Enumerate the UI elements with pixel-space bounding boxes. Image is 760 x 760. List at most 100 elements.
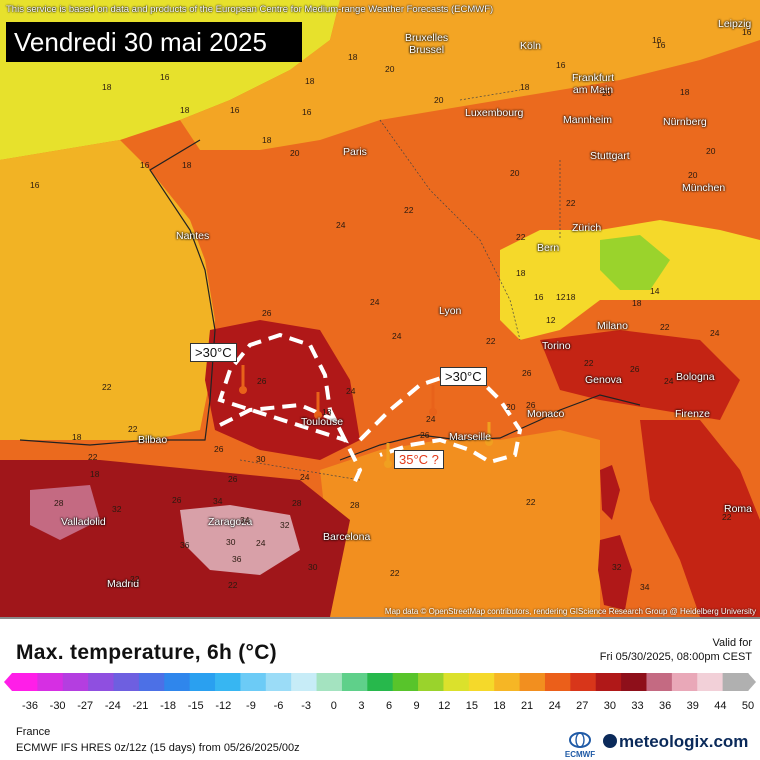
temperature-label: 18 — [520, 82, 530, 92]
peak-zone-valladolid — [30, 485, 100, 540]
scale-swatch — [443, 673, 470, 691]
scale-swatch — [240, 673, 267, 691]
scale-swatch — [646, 673, 673, 691]
temperature-label: 18 — [516, 268, 526, 278]
city-firenze: Firenze — [675, 408, 711, 420]
city-munchen: München — [682, 182, 726, 194]
scale-tick-label: 9 — [414, 700, 420, 712]
temperature-label: 16 — [302, 107, 312, 117]
legend-panel: Max. temperature, 6h (°C) Valid for Fri … — [0, 617, 760, 760]
scale-tick-label: -30 — [50, 700, 66, 712]
ecmwf-notice: This service is based on data and produc… — [6, 4, 494, 15]
city-roma: Roma — [724, 503, 753, 515]
temperature-label: 22 — [404, 205, 414, 215]
temperature-label: 18 — [632, 298, 642, 308]
city-barcelona: Barcelona — [323, 531, 371, 543]
scale-swatch — [62, 673, 89, 691]
city-mannheim: Mannheim — [563, 114, 613, 126]
callout-southeast-30: >30°C — [440, 367, 487, 386]
scale-tick-label: -9 — [246, 700, 256, 712]
scale-low-arrow — [4, 673, 12, 691]
highlight-southwest — [217, 332, 363, 489]
city-torino: Torino — [542, 340, 571, 352]
temperature-label: 32 — [112, 504, 122, 514]
scale-swatch — [519, 673, 546, 691]
temperature-label: 18 — [262, 135, 272, 145]
meteologix-brand[interactable]: meteologix.com — [603, 732, 748, 752]
brand-label: meteologix.com — [619, 732, 749, 751]
city-luxembourg: Luxembourg — [465, 107, 524, 119]
legend-title: Max. temperature, 6h (°C) — [16, 641, 277, 664]
scale-tick-label: 24 — [549, 700, 561, 712]
hot-zone-central-italy — [640, 420, 760, 617]
city-genova: Genova — [585, 374, 622, 386]
city-bern: Bern — [537, 242, 560, 254]
temperature-label: 22 — [128, 424, 138, 434]
temperature-label: 26 — [526, 400, 536, 410]
scale-swatch — [265, 673, 292, 691]
scale-tick-label: 30 — [604, 700, 616, 712]
temperature-label: 22 — [566, 198, 576, 208]
temperature-label: 28 — [54, 498, 64, 508]
temperature-label: 36 — [232, 554, 242, 564]
city-stuttgart: Stuttgart — [590, 150, 630, 162]
temperature-label: 22 — [228, 580, 238, 590]
temperature-label: 24 — [300, 472, 310, 482]
temperature-label: 16 — [30, 180, 40, 190]
temperature-label: 32 — [612, 562, 622, 572]
temperature-label: 24 — [426, 414, 436, 424]
alps-green-zone — [600, 235, 670, 290]
scale-tick-label: -21 — [133, 700, 149, 712]
temperature-label: 18 — [182, 160, 192, 170]
scale-swatch — [595, 673, 622, 691]
city-marseille: Marseille — [449, 431, 492, 443]
temperature-label: 16 — [742, 27, 752, 37]
scale-tick-label: -24 — [105, 700, 121, 712]
temperature-label: 18 — [180, 105, 190, 115]
temperature-label: 18 — [90, 469, 100, 479]
ecmwf-logo-icon: ECMWF — [565, 732, 595, 759]
city-bilbao: Bilbao — [138, 434, 168, 446]
temperature-label: 22 — [584, 358, 594, 368]
temperature-label: 26 — [228, 474, 238, 484]
ecmwf-logo-label: ECMWF — [565, 750, 595, 759]
callout-west-30: >30°C — [190, 343, 237, 362]
temperature-label: 22 — [526, 497, 536, 507]
temperature-label: 24 — [664, 376, 674, 386]
map-attribution: Map data © OpenStreetMap contributors, r… — [384, 607, 756, 616]
scale-tick-label: 36 — [659, 700, 671, 712]
temperature-label: 22 — [486, 336, 496, 346]
temperature-label: 22 — [722, 512, 732, 522]
temperature-label: 18 — [102, 82, 112, 92]
border-lines — [239, 89, 561, 481]
scale-swatch — [418, 673, 444, 691]
scale-tick-label: -6 — [274, 700, 284, 712]
region-name: France — [16, 726, 51, 738]
forecast-map[interactable]: This service is based on data and produc… — [0, 0, 760, 617]
temperature-label: 24 — [346, 386, 356, 396]
city-nurnberg: Nürnberg — [663, 116, 707, 128]
scale-tick-label: 0 — [331, 700, 337, 712]
city-zurich: Zürich — [572, 222, 602, 234]
temperature-label: 16 — [556, 60, 566, 70]
temperature-label: 18 — [305, 76, 315, 86]
scale-swatch — [671, 673, 698, 691]
scale-swatch — [113, 673, 140, 691]
temperature-label: 24 — [370, 297, 380, 307]
scale-swatch — [544, 673, 571, 691]
city-madrid: Madrid — [107, 578, 140, 590]
callout-35-question: 35°C ? — [394, 450, 444, 469]
temperature-label: 30 — [226, 537, 236, 547]
scale-tick-label: -27 — [77, 700, 93, 712]
valid-label: Valid for — [712, 637, 752, 649]
temperature-label: 18 — [322, 407, 332, 417]
temperature-label: 20 — [706, 146, 716, 156]
city-lyon: Lyon — [439, 305, 462, 317]
scale-swatch — [468, 673, 495, 691]
temperature-label: 24 — [710, 328, 720, 338]
temperature-label: 12 — [546, 315, 556, 325]
pin-question — [384, 443, 392, 468]
temperature-label: 22 — [88, 452, 98, 462]
island-corsica — [600, 465, 620, 520]
temperature-label: 28 — [350, 500, 360, 510]
